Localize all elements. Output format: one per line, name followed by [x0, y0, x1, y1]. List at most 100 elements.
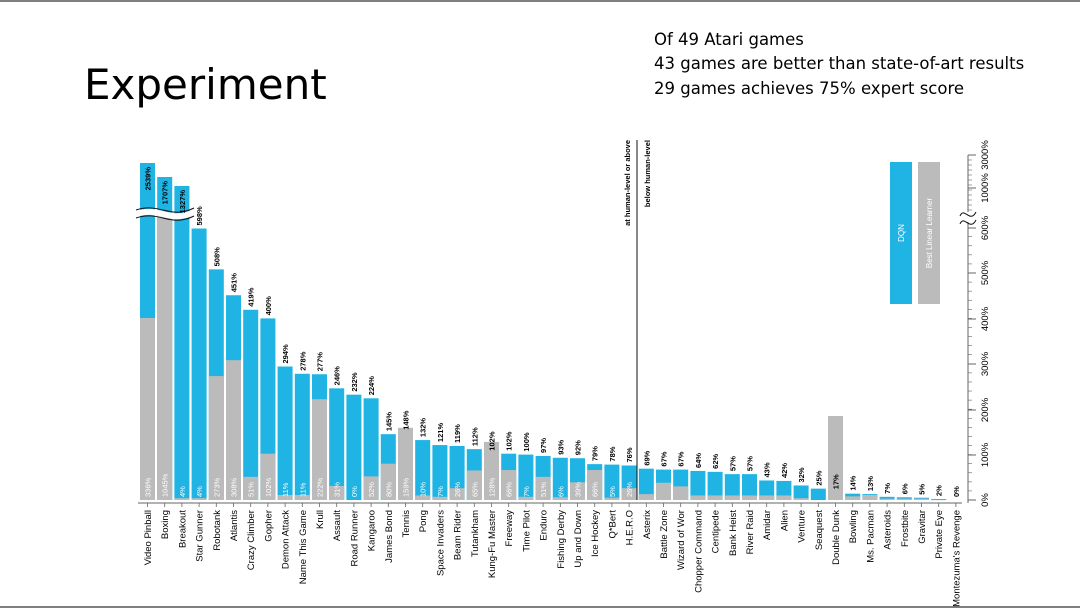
dqn-value-label: 278% — [298, 351, 307, 371]
linear-value-label: 65% — [470, 482, 479, 497]
linear-value-label: 102% — [264, 477, 273, 497]
linear-bar — [260, 453, 276, 500]
category-label: Space Invaders — [435, 510, 446, 576]
dqn-bar — [363, 398, 379, 500]
category-label: Ice Hockey — [590, 510, 601, 557]
linear-bar — [329, 485, 345, 500]
category-label: Freeway — [504, 510, 515, 547]
linear-bar — [879, 498, 895, 500]
dqn-value-label: 121% — [436, 423, 445, 443]
linear-bar — [621, 488, 637, 500]
category-label: Enduro — [539, 510, 550, 541]
bar-break-line — [135, 207, 195, 213]
note-line-3: 29 games achieves 75% expert score — [654, 79, 965, 98]
dqn-value-label: 451% — [230, 273, 239, 293]
linear-bar — [914, 498, 929, 500]
dqn-value-label: 43% — [763, 462, 772, 477]
linear-value-label: 26% — [453, 482, 462, 497]
dqn-value-label: 148% — [402, 410, 411, 430]
category-label: Montezuma's Revenge — [951, 510, 962, 607]
linear-bar — [466, 470, 482, 500]
dqn-bar — [931, 499, 947, 501]
category-label: Kangaroo — [367, 510, 378, 551]
dqn-value-label: 17% — [832, 474, 841, 489]
category-label: Boxing — [160, 510, 171, 539]
linear-bar — [587, 470, 603, 500]
dqn-bar — [638, 468, 654, 500]
category-label: Video Pinball — [143, 510, 154, 565]
dqn-value-label: 246% — [333, 366, 342, 386]
linear-value-label: 7% — [436, 486, 445, 497]
linear-value-label: 0% — [350, 486, 359, 497]
linear-value-label: 159% — [402, 477, 411, 497]
linear-bar — [518, 496, 534, 500]
linear-value-label: 39% — [574, 482, 583, 497]
linear-value-label: 11% — [281, 482, 290, 497]
dqn-value-label: 5% — [918, 484, 927, 495]
dqn-bar — [759, 480, 775, 500]
dqn-bar — [707, 471, 723, 500]
category-label: Asteroids — [883, 510, 894, 550]
linear-bar — [294, 495, 310, 500]
dqn-value-label: 13% — [866, 476, 875, 491]
category-label: Chopper Command — [693, 510, 704, 593]
linear-bar — [501, 470, 517, 500]
linear-value-label: 31% — [333, 482, 342, 497]
linear-bar — [673, 486, 689, 500]
category-label: Frostbite — [900, 510, 911, 547]
legend-label-dqn: DQN — [897, 224, 906, 242]
linear-value-label: 4% — [195, 486, 204, 497]
category-label: Robotank — [212, 510, 223, 551]
category-label: Up and Down — [573, 510, 584, 568]
dqn-value-label: 419% — [247, 287, 256, 307]
category-label: James Bond — [384, 510, 395, 563]
dqn-value-label: 32% — [797, 467, 806, 482]
dqn-value-label: 93% — [556, 439, 565, 454]
dqn-value-label: 97% — [539, 438, 548, 453]
category-label: Road Runner — [349, 510, 360, 567]
category-label: Bowling — [848, 510, 859, 543]
legend-swatch-dqn — [890, 162, 912, 304]
linear-bar — [208, 376, 224, 500]
dqn-value-label: 102% — [488, 431, 497, 451]
y-break-line — [959, 211, 977, 217]
dqn-value-label: 508% — [212, 247, 221, 267]
linear-bar — [140, 318, 155, 500]
linear-bar — [570, 482, 585, 500]
bar-break-mark — [135, 208, 196, 220]
linear-bar — [759, 495, 775, 500]
category-label: River Raid — [745, 510, 756, 554]
dqn-bar — [294, 373, 310, 500]
dqn-bar — [277, 366, 293, 500]
category-label: Time Pilot — [521, 510, 532, 552]
dqn-value-label: 119% — [453, 424, 462, 443]
dqn-bar — [518, 454, 534, 500]
dqn-value-label: 0% — [952, 486, 961, 497]
dqn-value-label: 1707% — [161, 181, 170, 205]
linear-bar — [449, 488, 465, 500]
linear-value-label: 273% — [212, 477, 221, 497]
y-tick-label: 400% — [980, 306, 991, 331]
note-line-1: Of 49 Atari games — [654, 30, 804, 49]
dqn-bar — [415, 440, 431, 500]
category-label: Double Dunk — [831, 510, 842, 565]
dqn-bar — [191, 228, 207, 500]
dqn-value-label: 112% — [470, 427, 479, 446]
bottom-rule — [0, 606, 1080, 608]
linear-bar — [157, 215, 173, 500]
linear-bar — [363, 476, 379, 500]
linear-value-label: 4% — [178, 486, 187, 497]
linear-bar — [535, 476, 551, 500]
category-label: Pong — [418, 510, 429, 532]
linear-bar — [552, 497, 568, 500]
dqn-value-label: 132% — [419, 418, 428, 438]
category-label: Assault — [332, 510, 343, 542]
linear-value-label: 80% — [384, 482, 393, 497]
category-label: Gravitar — [917, 510, 928, 544]
linear-value-label: 5% — [608, 486, 617, 497]
dqn-value-label: 92% — [574, 440, 583, 455]
dqn-bar — [776, 480, 792, 500]
dqn-value-label: 76% — [625, 447, 634, 462]
dqn-bar — [329, 388, 345, 500]
